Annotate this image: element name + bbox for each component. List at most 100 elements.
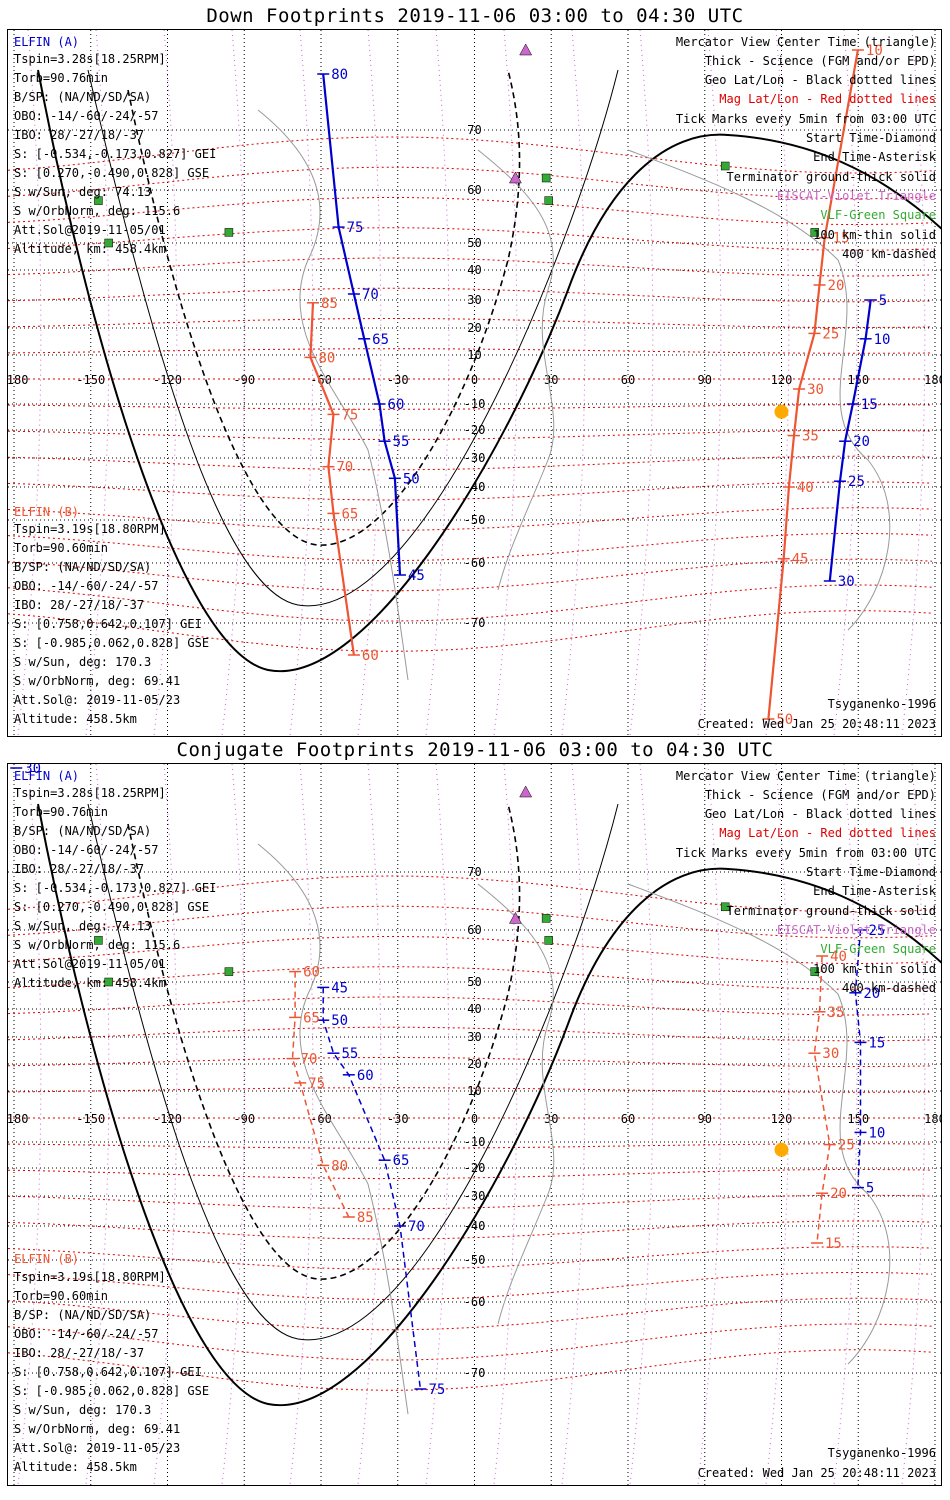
mag-lon-line [697,30,722,736]
elfin-a-time-label: 45 [408,568,425,584]
lat-tick-label: 60 [467,923,481,937]
legend-vlf: VLF-Green Square [820,208,936,222]
legend-end: End Time-Asterisk [813,150,936,164]
info-line: B/SP: (NA/ND/SD/SA) [14,824,152,838]
mag-lon-line [561,764,586,1485]
lon-tick-label: -180 [8,1112,28,1126]
americas-coast [257,109,409,681]
eiscat-triangle-icon [509,911,522,924]
mag-lat-line [8,507,933,531]
mag-lat-line [8,936,933,964]
elfin-b-time-label: 35 [828,1005,845,1021]
elfin-a-time-label: 55 [393,434,410,450]
mag-lat-line [8,1057,933,1067]
panel-2-title: Conjugate Footprints 2019-11-06 03:00 to… [176,739,774,761]
info-line: S w/OrbNorm, deg: 69.41 [14,1422,181,1436]
vlf-square-icon [544,196,553,205]
mag-lon-line [221,764,246,1485]
info-line: Altitude, km: 458.4km [14,976,166,990]
legend-terminator: Terminator ground-thick solid [726,170,936,184]
elfin-a-time-label: 70 [362,287,379,303]
legend-mag: Mag Lat/Lon - Red dotted lines [719,92,936,106]
map-panel-conjugate: -180-150-120-90-60-300306090120150180706… [7,763,942,1486]
info-line: S: [0.270,-0.490,0.828] GSE [14,166,210,180]
elfin-b-time-label: 15 [833,231,850,247]
elfin-b-time-label: 65 [303,1010,320,1026]
lon-tick-label: 30 [544,373,558,387]
elfin-a-time-label: 50 [331,1013,348,1029]
model-label: Tsyganenko-1996 [827,1446,936,1460]
legend-thick: Thick - Science (FGM and/or EPD) [704,54,936,68]
lon-tick-label: 180 [924,373,941,387]
mag-lon-line [765,764,790,1485]
lat-tick-label: 70 [467,123,481,137]
vlf-square-icon [94,196,103,205]
elfin-b-time-label: 75 [341,407,358,423]
info-line: OBO: -14/-60/-24/-57 [14,1327,159,1341]
elfin-a-time-label: 20 [853,434,870,450]
coastline [257,843,891,1415]
americas-coast [257,843,409,1415]
lon-tick-label: 90 [698,1112,712,1126]
lat-tick-label: 50 [467,975,481,989]
elfin-a-time-label: 25 [868,923,885,939]
info-line: S: [-0.534,-0.173,0.827] GEI [14,881,217,895]
lon-tick-label: -120 [153,1112,182,1126]
panel-1-title: Down Footprints 2019-11-06 03:00 to 04:3… [206,5,744,27]
lon-tick-label: 0 [471,1112,478,1126]
info-line: S: [0.758,0.642,0.107] GEI [14,617,202,631]
sun-icon [774,404,789,419]
info-line: Altitude: 458.5km [14,1460,137,1474]
mag-lon-line [629,30,654,736]
lat-tick-label: 60 [467,183,481,197]
info-line: B/SP: (NA/ND/SD/SA) [14,1308,152,1322]
legend-start: Start Time-Diamond [805,131,936,145]
elfin-b-time-label: 25 [822,326,839,342]
vlf-square-icon [544,936,553,945]
legend-terminator: Terminator ground-thick solid [726,904,936,918]
lon-tick-label: 0 [471,373,478,387]
elfin-b-time-label: 75 [308,1076,325,1092]
elfin-b-time-label: 60 [303,965,320,981]
elfin-b-info: Tspin=3.19s[18.80RPM] Torb=90.60min B/SP… [14,1270,209,1474]
elfin-b-time-label: 80 [331,1158,348,1174]
terminator-400km [127,69,521,546]
elfin-b-time-label: 85 [321,296,338,312]
info-line: Torb=90.76min [14,805,108,819]
elfin-a-time-label: 10 [868,1125,885,1141]
mag-lon-line [901,30,926,736]
lon-tick-label: -180 [8,373,28,387]
vlf-square-icon [104,977,113,987]
elfin-b-time-label: 65 [341,506,358,522]
mag-lat-line [8,287,933,303]
lon-tick-label: -30 [387,373,409,387]
mag-lon-line [765,30,790,736]
elfin-a-info: Tspin=3.28s[18.25RPM] Torb=90.76min B/SP… [14,786,216,990]
mag-lon-line [153,764,178,1485]
vlf-square-icon [720,902,730,912]
lon-tick-label: 30 [544,1112,558,1126]
info-line: IBO: 28/-27/18/-37 [14,598,145,612]
elfin-b-time-label: 85 [357,1210,374,1226]
mag-lon-line [561,30,586,736]
lat-tick-label: 10 [467,1084,481,1098]
lat-tick-label: 40 [467,263,481,277]
elfin-a-track: 30 45 50 55 60 65 70 75 25 20 15 10 5 [10,764,885,1398]
legend-start: Start Time-Diamond [805,865,936,879]
lat-tick-label: 70 [467,865,481,879]
info-line: Altitude: 458.5km [14,712,137,726]
legend-400km: 400 km-dashed [842,247,936,261]
elfin-b-name: ELFIN (B) [14,1252,80,1266]
elfin-b-time-label: 35 [802,429,819,445]
mag-lat-line [8,1272,933,1300]
elfin-a-time-label: 15 [861,397,878,413]
mag-lat-line [8,1194,933,1210]
terminator-ground [37,69,941,673]
map-canvas: -180-150-120-90-60-300306090120150180706… [8,764,941,1485]
elfin-a-time-label: 70 [408,1219,425,1235]
info-line: IBO: 28/-27/18/-37 [14,128,145,142]
elfin-a-time-label: 30 [838,574,855,590]
legend-vlf: VLF-Green Square [820,942,936,956]
info-line: OBO: -14/-60/-24/-57 [14,109,159,123]
lat-tick-label: 40 [467,1002,481,1016]
